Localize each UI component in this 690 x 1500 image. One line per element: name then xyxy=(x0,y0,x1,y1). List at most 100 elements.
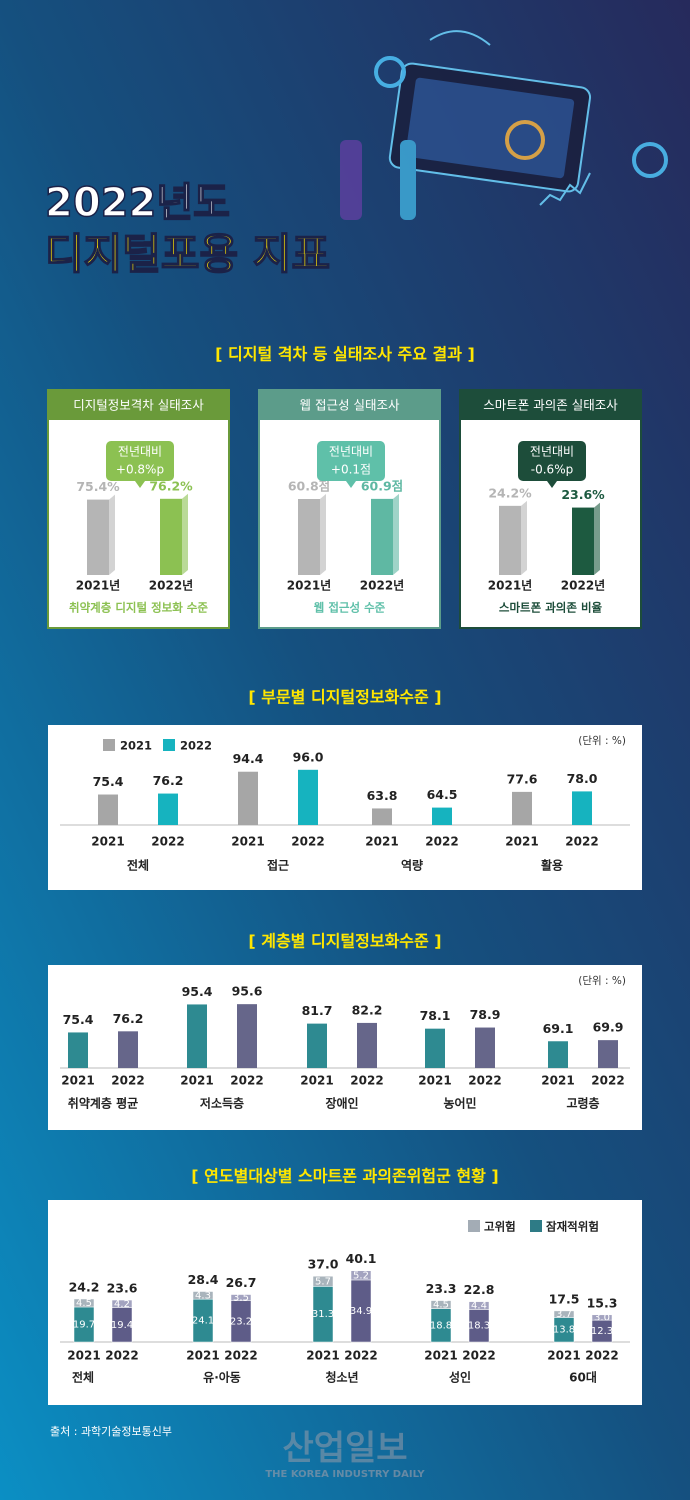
person xyxy=(400,140,416,220)
unit: (단위 : %) xyxy=(578,974,626,987)
bubble-pointer xyxy=(547,481,557,488)
legend-swatch xyxy=(103,739,115,751)
source: 출처 : 과학기술정보통신부 xyxy=(50,1425,172,1438)
value-label: 60.8점 xyxy=(288,479,330,494)
value-label: 24.2% xyxy=(488,485,532,500)
legend-swatch xyxy=(530,1220,542,1232)
total-label: 23.6 xyxy=(107,1281,138,1296)
value-label: 95.6 xyxy=(232,984,263,999)
total-label: 40.1 xyxy=(346,1251,377,1266)
title-line1: 2022년도 xyxy=(45,180,230,226)
x-tick-label: 2022 xyxy=(565,835,598,849)
bar xyxy=(307,1023,327,1068)
segment-label: 4.5 xyxy=(76,1298,92,1309)
x-tick-label: 2022 xyxy=(151,835,184,849)
value-label: 76.2% xyxy=(149,478,193,493)
legend-label: 2021 xyxy=(120,739,152,753)
section-title: [ 부문별 디지털정보화수준 ] xyxy=(248,688,441,707)
value-label: 75.4% xyxy=(76,479,120,494)
total-label: 23.3 xyxy=(426,1281,457,1296)
group-label: 취약계층 평균 xyxy=(68,1096,138,1111)
x-tick-label: 2021 xyxy=(67,1349,100,1363)
group-label: 전체 xyxy=(127,858,149,873)
bar xyxy=(160,498,182,575)
value-label: 78.9 xyxy=(470,1007,501,1022)
x-tick-label: 2022 xyxy=(468,1074,501,1088)
group-label: 저소득층 xyxy=(200,1096,244,1111)
segment-label: 5.7 xyxy=(315,1276,331,1287)
ring xyxy=(374,56,406,88)
x-tick-label: 2021 xyxy=(306,1349,339,1363)
phone-screen xyxy=(405,77,575,179)
legend-swatch xyxy=(468,1220,480,1232)
value-label: 96.0 xyxy=(293,749,324,764)
x-tick-label: 2022 xyxy=(291,835,324,849)
segment-label: 4.2 xyxy=(114,1299,130,1310)
group-label: 농어민 xyxy=(443,1096,476,1111)
x-tick-label: 2022 xyxy=(585,1349,618,1363)
total-label: 17.5 xyxy=(549,1291,580,1306)
change-bubble xyxy=(317,441,385,481)
total-label: 15.3 xyxy=(587,1295,618,1310)
total-label: 28.4 xyxy=(188,1272,219,1287)
card xyxy=(459,389,642,629)
x-tick-label: 2022 xyxy=(425,835,458,849)
bar-side xyxy=(182,493,188,575)
ring xyxy=(632,142,668,178)
change-text: +0.1점 xyxy=(331,463,371,477)
group-label: 60대 xyxy=(569,1371,597,1385)
x-tick-label: 2021 xyxy=(300,1074,333,1088)
value-label: 77.6 xyxy=(507,771,538,786)
value-label: 76.2 xyxy=(113,1011,144,1026)
x-tick-label: 2021년 xyxy=(287,579,331,593)
bar-side xyxy=(393,493,399,575)
card-caption: 취약계층 디지털 정보화 수준 xyxy=(69,601,208,615)
total-label: 22.8 xyxy=(464,1282,495,1297)
gauge xyxy=(505,120,545,160)
card-title: 웹 접근성 실태조사 xyxy=(300,398,400,413)
x-tick-label: 2022 xyxy=(230,1074,263,1088)
card-header xyxy=(460,390,641,420)
card-title: 디지털정보격차 실태조사 xyxy=(73,398,204,413)
card-caption: 스마트폰 과의존 비율 xyxy=(499,601,603,615)
x-tick-label: 2021 xyxy=(91,835,124,849)
bar xyxy=(572,507,594,575)
brand-sub: THE KOREA INDUSTRY DAILY xyxy=(265,1469,425,1480)
x-tick-label: 2021 xyxy=(186,1349,219,1363)
value-label: 82.2 xyxy=(352,1002,383,1017)
bar-side xyxy=(109,494,115,575)
bar xyxy=(298,769,318,825)
section-title: [ 계층별 디지털정보화수준 ] xyxy=(248,932,441,951)
group-label: 역량 xyxy=(401,858,423,873)
change-text: +0.8%p xyxy=(116,463,164,477)
bar-side xyxy=(521,500,527,575)
change-text: 전년대비 xyxy=(530,445,574,459)
x-tick-label: 2022 xyxy=(344,1349,377,1363)
value-label: 76.2 xyxy=(153,773,184,788)
x-tick-label: 2021 xyxy=(418,1074,451,1088)
group-label: 장애인 xyxy=(325,1096,358,1111)
segment-label: 19.7 xyxy=(73,1319,95,1330)
total-label: 37.0 xyxy=(308,1257,339,1272)
card xyxy=(47,389,230,629)
bubble-pointer xyxy=(346,481,356,488)
bar xyxy=(512,791,532,825)
value-label: 69.1 xyxy=(543,1021,574,1036)
bar-segment xyxy=(553,1310,575,1318)
x-tick-label: 2022 xyxy=(462,1349,495,1363)
segment-label: 19.4 xyxy=(111,1320,133,1331)
bar xyxy=(87,499,109,575)
group-label: 유·아동 xyxy=(203,1370,241,1385)
panel xyxy=(48,965,642,1130)
wave xyxy=(429,30,491,46)
legend-label: 고위험 xyxy=(484,1220,516,1234)
bar xyxy=(187,1004,207,1068)
x-tick-label: 2021 xyxy=(61,1074,94,1088)
bar-segment xyxy=(111,1299,133,1308)
x-tick-label: 2022 xyxy=(111,1074,144,1088)
card-header xyxy=(48,390,229,420)
card-caption: 웹 접근성 수준 xyxy=(314,601,386,615)
bar xyxy=(237,1004,257,1068)
